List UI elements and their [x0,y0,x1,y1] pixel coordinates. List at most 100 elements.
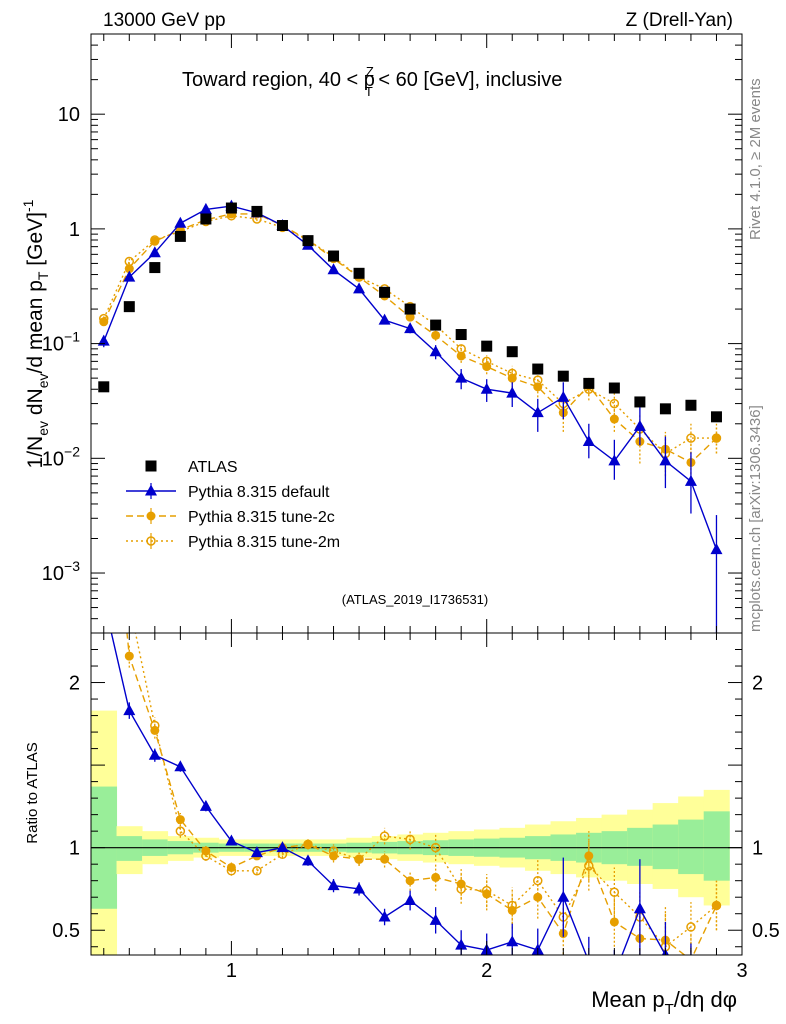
x-axis-label: Mean pT/dη dφ [591,987,737,1018]
data-point-default [659,454,672,466]
data-point-atlas [685,399,697,411]
ratio-point-default [327,879,340,891]
x-tick-label: 2 [481,960,492,982]
ratio-point-tune2m [405,834,415,845]
ratio-point-default [250,846,263,858]
legend-marker-tune2m [146,536,156,546]
ratio-point-default [276,841,289,853]
series-tune2c [99,209,721,483]
data-point-atlas [404,303,416,315]
data-point-atlas [328,250,340,262]
x-axis-label-sub: T [665,1001,674,1018]
ratio-y-label: Ratio to ATLAS [24,742,41,843]
ratio-point-tune2c [609,917,619,927]
legend: ATLAS Pythia 8.315 default Pythia 8.315 tu… [126,459,340,551]
x-axis-label-post: /dη dφ [674,987,737,1012]
data-point-tune2c [150,236,160,246]
ratio-point-tune2m [584,861,594,871]
ratio-point-default [353,882,366,894]
plot-title-sup: Z [366,64,374,79]
data-point-tune2c [507,373,517,383]
legend-label-atlas: ATLAS [188,459,238,476]
data-point-atlas [174,230,186,242]
y-tick-label: 1 [69,219,80,241]
data-point-default [148,246,161,258]
ratio-point-tune2c [150,725,160,735]
ratio-frame [90,632,743,956]
data-point-atlas [149,262,161,274]
data-point-default [378,313,391,325]
ratio-y-tick-label: 0.5 [52,920,80,942]
ratio-point-tune2c [175,815,185,825]
ratio-point-tune2c [431,872,441,882]
data-point-default [455,371,468,383]
series-line-tune2m [103,215,717,455]
data-point-default [404,322,417,334]
data-point-atlas [98,381,110,393]
y-axis-label: 1/Nev dNev/d mean pT [GeV]-1 [20,199,51,468]
ratio-plot: 0.5 0.5 1 1 2 2 1 2 3 Ratio to ATLAS Mean pT/dη … [24,365,780,1018]
legend-label-default: Pythia 8.315 default [188,484,330,501]
data-point-atlas [481,340,493,352]
x-axis-label-pre: Mean p [591,987,664,1012]
data-point-atlas [583,377,595,389]
plot-title-sub: T [365,84,373,99]
data-point-atlas [532,363,544,375]
side-label-rivet: Rivet 4.1.0, ≥ 2M events [747,78,764,240]
y-tick-label: 10−2 [42,443,80,470]
ratio-point-tune2c [405,876,415,886]
data-point-default [582,435,595,447]
x-tick-label: 3 [736,960,747,982]
x-tick-label: 1 [226,960,237,982]
ratio-point-tune2c [482,889,492,899]
main-plot: 10−3 10−2 10−1 1 10 Toward region, 40 < pZ T … [20,33,743,634]
ratio-point-tune2c [507,905,517,915]
data-point-tune2c [405,312,415,322]
ratio-point-default [557,890,570,902]
ratio-y-tick-label-right: 0.5 [752,920,780,942]
legend-label-tune2c: Pythia 8.315 tune-2c [188,509,335,526]
data-point-tune2c [456,351,466,361]
data-point-atlas [379,286,391,298]
ratio-point-tune2m [100,365,108,373]
data-point-default [480,382,493,394]
ratio-point-tune2m [175,826,186,836]
data-point-default [199,202,212,214]
ratio-point-default [123,704,136,716]
ratio-point-tune2m [125,599,133,607]
ratio-point-default [378,910,391,922]
plot-title-pre: Toward region, 40 < p [182,69,375,91]
ratio-point-default [506,935,519,947]
data-point-atlas [430,319,442,331]
ratio-point-tune2c [226,862,236,872]
ratio-point-tune2c [329,851,339,861]
legend-marker-default [145,484,157,496]
data-point-tune2c [431,330,441,340]
data-point-tune2c [99,317,109,327]
ratio-point-default [429,913,442,925]
ratio-point-tune2c [533,892,543,902]
ratio-point-tune2c [380,854,390,864]
ratio-point-tune2c [124,651,134,661]
ratio-point-default [148,748,161,760]
ratio-point-default [455,938,468,950]
legend-label-tune2m: Pythia 8.315 tune-2m [188,534,340,551]
data-point-default [353,282,366,294]
data-point-default [684,474,697,486]
ratio-point-tune2c [711,900,721,910]
data-point-default [710,543,723,555]
series-default [97,199,723,633]
data-point-default [123,270,136,282]
data-point-atlas [506,346,518,358]
data-point-atlas [251,205,263,217]
legend-marker-atlas [145,460,157,472]
band-green [703,811,730,881]
data-point-tune2c [609,414,619,424]
data-point-atlas [557,370,569,382]
data-point-atlas [225,202,237,214]
y-tick-label: 10−3 [42,558,80,585]
data-point-default [174,216,187,228]
data-point-default [429,345,442,357]
header-left: 13000 GeV pp [103,10,226,31]
data-point-atlas [302,235,314,247]
